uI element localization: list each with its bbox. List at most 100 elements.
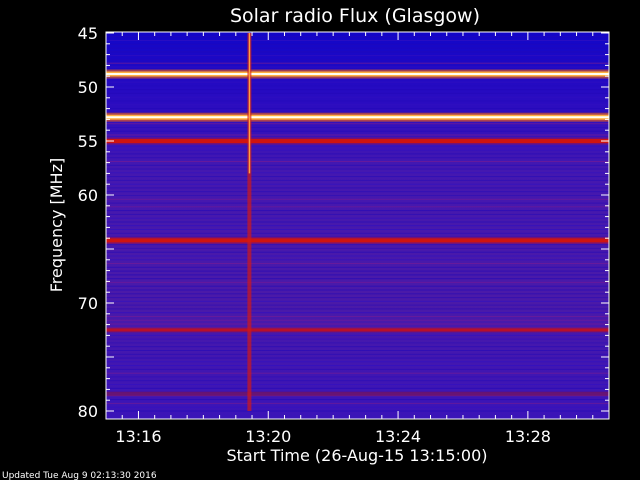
channel-line [106,36,609,38]
channel-line [106,251,609,253]
channel-line [106,123,609,125]
channel-line [106,357,609,359]
channel-line [106,281,609,283]
channel-line [106,213,609,215]
emission-band [106,391,609,396]
channel-line [106,402,609,404]
channel-line [106,263,609,264]
emission-band [106,73,609,75]
channel-line [106,410,609,412]
channel-line [106,130,609,132]
channel-line [106,376,609,378]
channel-line [106,58,609,60]
channel-line [106,172,609,174]
channel-line [106,308,609,310]
channel-line [106,104,609,106]
channel-line [106,81,609,83]
channel-line [106,43,609,45]
channel-line [106,255,609,257]
channel-line [106,312,609,314]
channel-line [106,293,609,295]
channel-line [106,96,609,98]
channel-line [106,297,609,299]
y-axis-label: Frequency [MHz] [47,158,66,292]
channel-line [106,380,609,382]
y-axis-ticks: 45 50 55 60 70 80 [78,24,609,421]
channel-line [106,187,609,189]
channel-line [106,300,609,302]
update-timestamp: Updated Tue Aug 9 02:13:30 2016 [2,471,157,480]
x-tick-label: 13:28 [505,427,551,446]
channel-line [106,191,609,193]
emission-bands [106,69,609,396]
radio-burst [247,33,252,411]
channel-line [106,304,609,306]
channel-line [106,62,609,64]
channel-line [106,342,609,344]
channel-line [106,285,609,287]
emission-band [106,116,609,119]
channel-line [106,323,609,325]
channel-line [106,266,609,268]
channel-line [106,225,609,227]
channel-line [106,229,609,230]
channel-line [106,365,609,367]
x-axis-label: Start Time (26-Aug-15 13:15:00) [227,446,488,465]
channel-line [106,274,609,276]
plot-frame [105,31,610,420]
channel-line [106,195,609,196]
x-tick-label: 13:16 [115,427,161,446]
channel-line [106,145,609,147]
channel-line [106,361,609,363]
channel-line [106,153,609,155]
x-tick-label: 13:20 [245,427,291,446]
emission-band [106,328,609,332]
channel-line [106,384,609,385]
chart-title: Solar radio Flux (Glasgow) [230,5,480,27]
channel-line [106,289,609,291]
y-tick-label: 80 [78,402,98,421]
channel-line [106,176,609,178]
channel-line [106,89,609,91]
channel-line [106,338,609,340]
channel-line [106,164,609,166]
heatmap-area [106,32,609,419]
channel-line [106,47,609,49]
channel-line [106,198,609,200]
y-tick-label: 45 [78,24,98,43]
channel-line [106,85,609,87]
channel-line [106,40,609,41]
channel-line [106,232,609,234]
channel-line [106,247,609,249]
channel-line [106,51,609,53]
channel-line [106,353,609,355]
channel-line [106,183,609,185]
channel-line [106,217,609,219]
channel-line [106,270,609,272]
channel-line [106,127,609,128]
channel-line [106,334,609,336]
x-axis-ticks: 13:16 13:20 13:24 13:28 [115,32,594,446]
channel-line [106,149,609,151]
channel-line [106,100,609,102]
channel-line [106,92,609,94]
channel-line [106,278,609,280]
channel-line [106,259,609,261]
channel-line [106,55,609,57]
channel-line [106,387,609,389]
channel-line [106,406,609,408]
burst-streak-core [248,33,251,174]
emission-band [106,238,609,243]
channel-line [106,395,609,397]
channel-line [106,161,609,162]
channel-line [106,372,609,374]
y-tick-label: 70 [78,294,98,313]
burst-streak-glow [247,33,252,411]
channel-line [106,206,609,208]
channel-line [106,179,609,181]
x-tick-label: 13:24 [375,427,421,446]
channel-line [106,319,609,321]
y-tick-label: 60 [78,186,98,205]
y-tick-label: 50 [78,78,98,97]
channel-line [106,202,609,204]
